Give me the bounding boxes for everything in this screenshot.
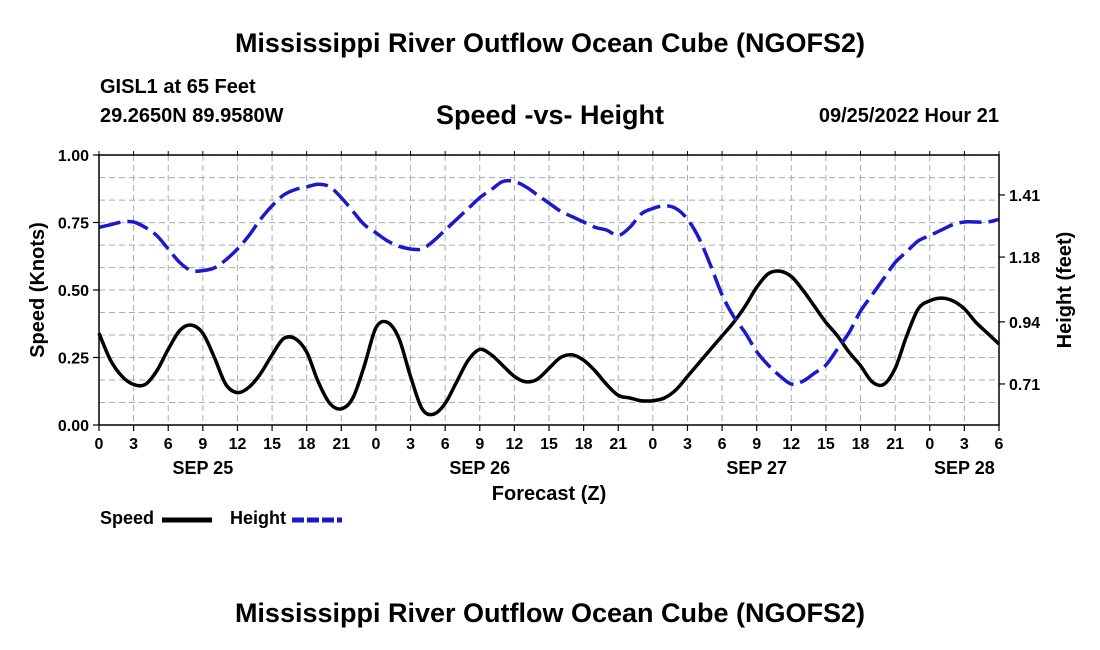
x-tick-label: 3 bbox=[960, 436, 969, 453]
x-tick-label: 18 bbox=[298, 436, 316, 453]
x-tick-label: 12 bbox=[229, 436, 247, 453]
legend-height-label: Height bbox=[230, 508, 286, 528]
x-tick-label: 0 bbox=[95, 436, 104, 453]
x-tick-label: 12 bbox=[505, 436, 523, 453]
x-tick-label: 18 bbox=[575, 436, 593, 453]
x-tick-label: 21 bbox=[609, 436, 627, 453]
station-label: GISL1 at 65 Feet bbox=[100, 76, 256, 98]
x-tick-label: 15 bbox=[263, 436, 281, 453]
y2-tick-label: 1.41 bbox=[1009, 188, 1040, 205]
y2-tick-label: 1.18 bbox=[1009, 250, 1040, 267]
date-label: SEP 27 bbox=[726, 458, 787, 478]
footer-title: Mississippi River Outflow Ocean Cube (NG… bbox=[234, 598, 866, 628]
x-tick-label: 18 bbox=[852, 436, 870, 453]
y-tick-label: 0.00 bbox=[58, 418, 89, 435]
y2-axis-label: Height (feet) bbox=[1054, 232, 1076, 349]
date-label: SEP 26 bbox=[449, 458, 510, 478]
series-line-height bbox=[98, 178, 1000, 386]
chart-subtitle: Speed -vs- Height bbox=[435, 100, 665, 130]
x-tick-label: 6 bbox=[164, 436, 173, 453]
legend-speed-label: Speed bbox=[100, 508, 155, 528]
y-tick-label: 0.25 bbox=[58, 351, 89, 368]
y2-tick-label: 0.71 bbox=[1009, 377, 1040, 394]
series-line-speed bbox=[97, 269, 1001, 417]
chart-title: Mississippi River Outflow Ocean Cube (NG… bbox=[234, 28, 866, 58]
x-tick-label: 9 bbox=[752, 436, 761, 453]
y2-tick-label: 0.94 bbox=[1009, 315, 1040, 332]
x-tick-label: 9 bbox=[198, 436, 207, 453]
x-tick-label: 21 bbox=[332, 436, 350, 453]
x-tick-label: 21 bbox=[886, 436, 904, 453]
date-label: SEP 28 bbox=[934, 458, 995, 478]
x-tick-label: 0 bbox=[925, 436, 934, 453]
x-tick-label: 3 bbox=[683, 436, 692, 453]
x-tick-label: 6 bbox=[718, 436, 727, 453]
x-tick-label: 6 bbox=[995, 436, 1004, 453]
x-axis-label: Forecast (Z) bbox=[492, 483, 606, 505]
x-tick-label: 9 bbox=[475, 436, 484, 453]
y-tick-label: 1.00 bbox=[58, 148, 89, 165]
x-tick-label: 15 bbox=[540, 436, 558, 453]
x-tick-label: 12 bbox=[782, 436, 800, 453]
x-tick-label: 3 bbox=[406, 436, 415, 453]
y-tick-label: 0.75 bbox=[58, 216, 89, 233]
y-tick-label: 0.50 bbox=[58, 283, 89, 300]
forecast-datetime: 09/25/2022 Hour 21 bbox=[818, 105, 999, 127]
x-tick-label: 6 bbox=[441, 436, 450, 453]
grid bbox=[99, 154, 999, 425]
date-label: SEP 25 bbox=[172, 458, 233, 478]
x-tick-label: 0 bbox=[371, 436, 380, 453]
x-tick-label: 15 bbox=[817, 436, 835, 453]
coordinates-label: 29.2650N 89.9580W bbox=[100, 105, 284, 127]
y-axis-label: Speed (Knots) bbox=[27, 222, 49, 358]
axes: 0 3 6 9 12 15 18 21 0 3 6 9 12 15 18 21 0 3 6 9 12 15 18 21 0 3 6 0… bbox=[58, 148, 1040, 478]
x-tick-label: 3 bbox=[129, 436, 138, 453]
x-tick-label: 0 bbox=[648, 436, 657, 453]
series-lines bbox=[97, 178, 1001, 417]
